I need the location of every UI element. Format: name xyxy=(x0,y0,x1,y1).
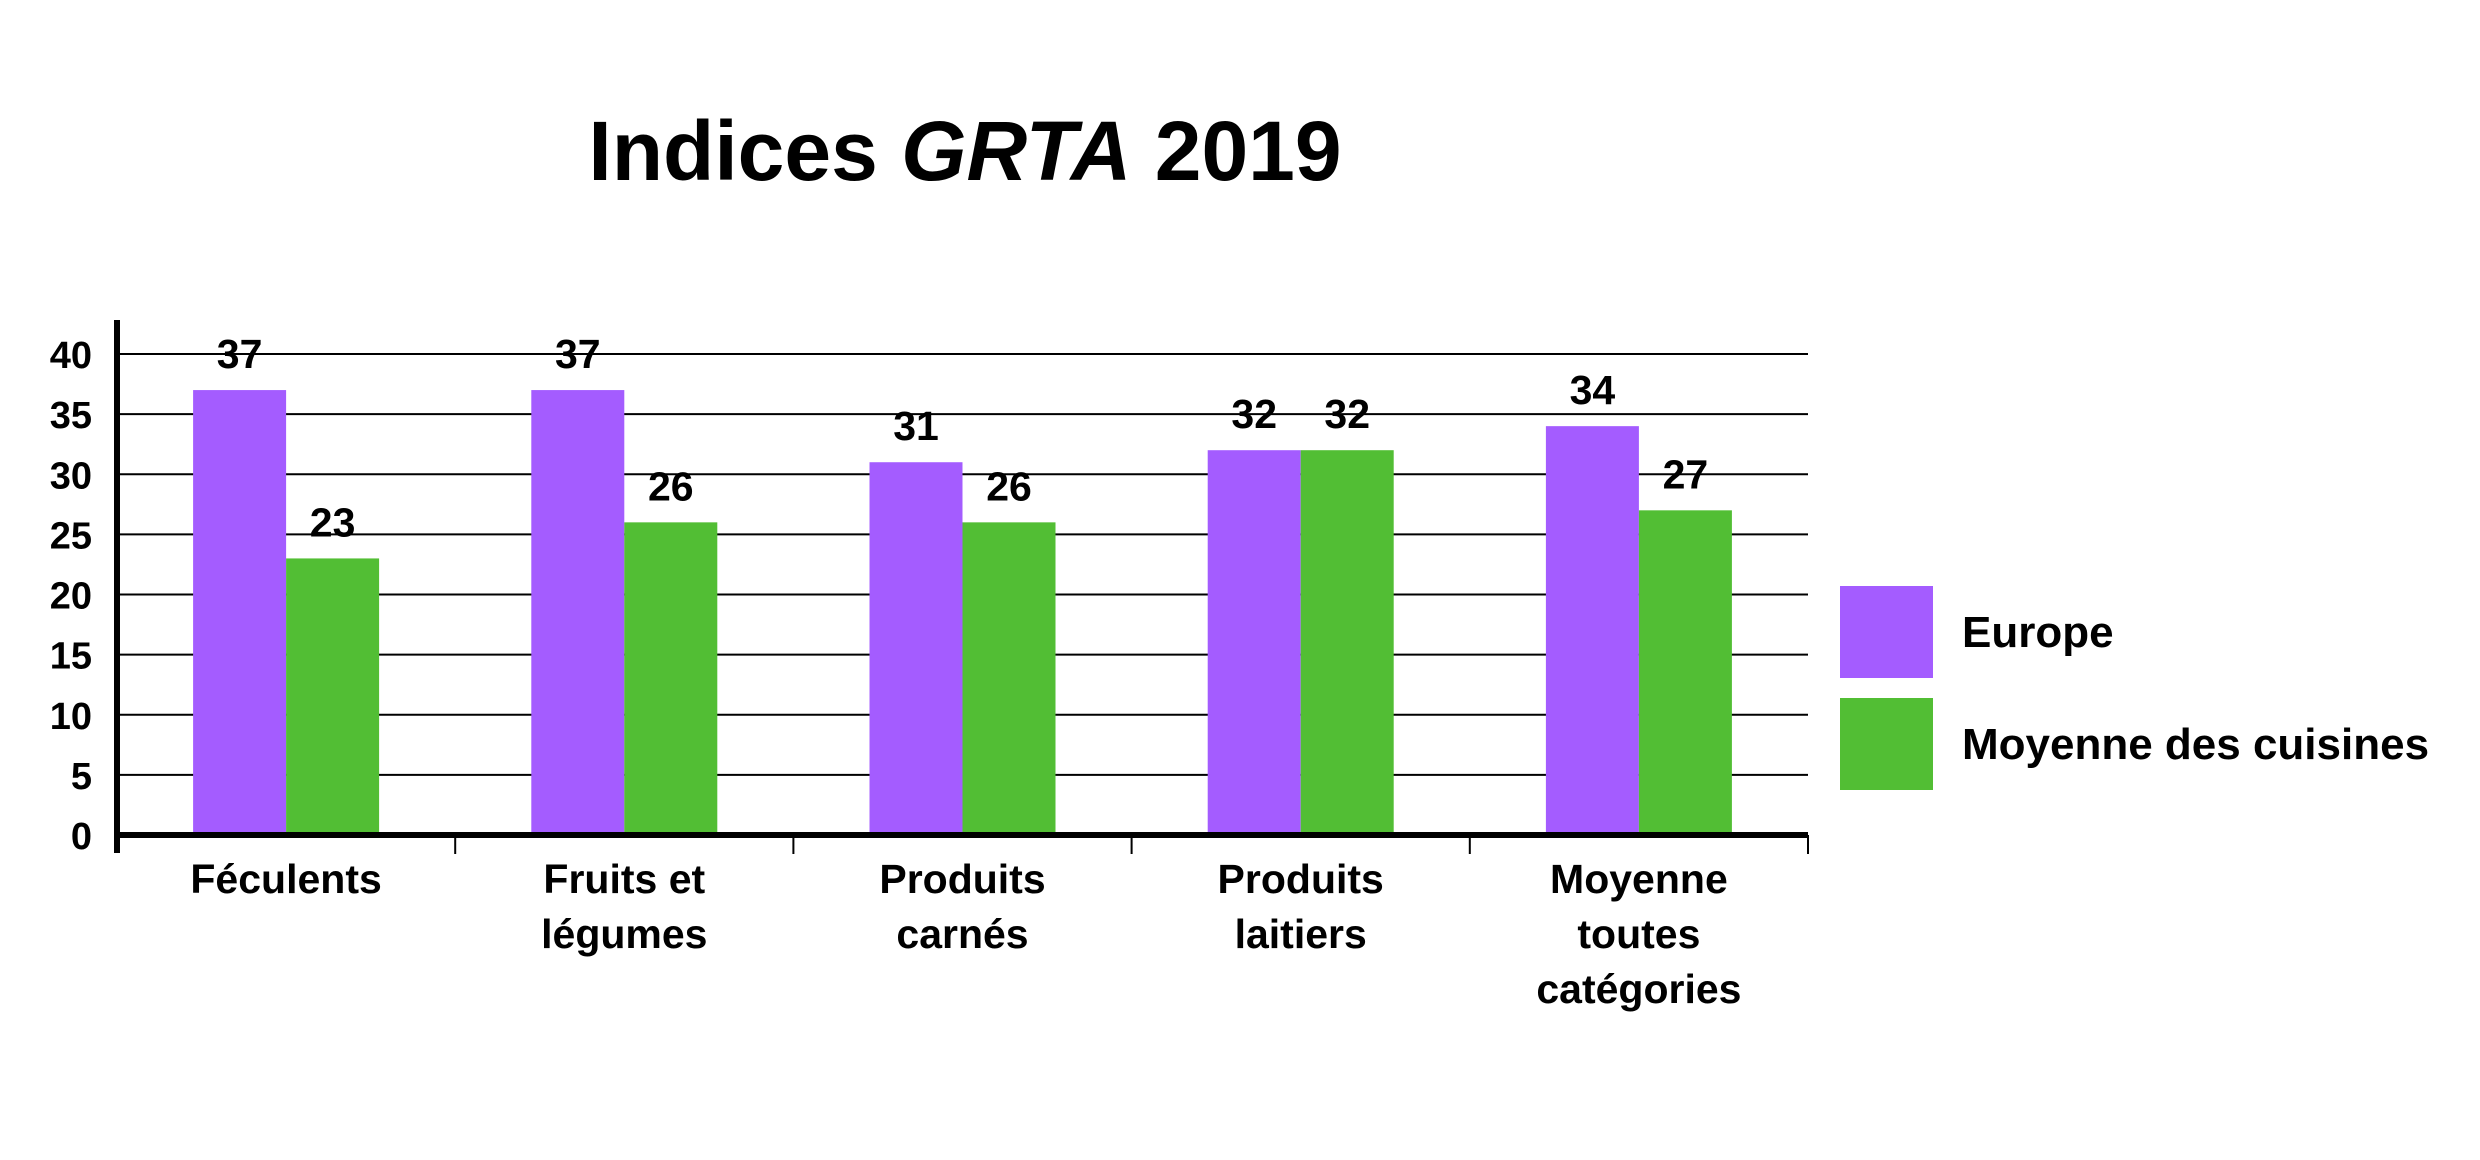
category-label: Produits carnés xyxy=(879,856,1045,957)
data-label: 26 xyxy=(986,463,1032,509)
data-label: 32 xyxy=(1324,391,1370,437)
chart-title-prefix: Indices xyxy=(588,104,901,198)
y-tick-label: 10 xyxy=(50,696,92,738)
y-tick-labels: 0 5 10 15 20 25 30 35 40 xyxy=(50,335,92,858)
legend: Europe Moyenne des cuisines xyxy=(1840,586,2429,790)
bar-moyenne-des-cuisines-produits-laitiers xyxy=(1300,450,1394,835)
data-labels: 37 23 37 26 31 26 32 32 34 27 xyxy=(217,331,1708,545)
y-tick-label: 30 xyxy=(50,455,92,497)
bars xyxy=(193,390,1732,835)
y-tick-label: 0 xyxy=(71,816,92,858)
category-label: Fruits et légumes xyxy=(541,856,707,957)
data-label: 31 xyxy=(893,403,939,449)
chart-title-acronym: GRTA xyxy=(901,104,1131,198)
data-label: 34 xyxy=(1570,367,1616,413)
bar-europe-fruits-et-legumes xyxy=(531,390,625,835)
legend-label-moyenne-des-cuisines: Moyenne des cuisines xyxy=(1962,720,2429,769)
axes xyxy=(114,320,1809,854)
category-label: Moyenne toutes catégories xyxy=(1536,856,1741,1012)
bar-moyenne-des-cuisines-fruits-et-legumes xyxy=(624,522,718,835)
chart-title-year: 2019 xyxy=(1131,104,1341,198)
y-tick-label: 15 xyxy=(50,636,92,678)
bar-moyenne-des-cuisines-moyenne-toutes-categories xyxy=(1638,510,1732,835)
data-label: 37 xyxy=(555,331,601,377)
data-label: 32 xyxy=(1231,391,1277,437)
category-label: Féculents xyxy=(190,856,381,902)
y-tick-label: 25 xyxy=(50,515,92,557)
y-tick-label: 20 xyxy=(50,576,92,618)
category-label: Produits laitiers xyxy=(1218,856,1384,957)
data-label: 26 xyxy=(648,463,694,509)
legend-swatch-moyenne-des-cuisines xyxy=(1840,698,1933,790)
bar-europe-feculents xyxy=(193,390,287,835)
bar-europe-produits-laitiers xyxy=(1207,450,1301,835)
legend-swatch-europe xyxy=(1840,586,1933,678)
bar-europe-moyenne-toutes-categories xyxy=(1545,426,1639,835)
y-tick-label: 35 xyxy=(50,395,92,437)
data-label: 37 xyxy=(217,331,263,377)
category-labels: Féculents Fruits et légumes Produits carnés P… xyxy=(190,856,1741,1012)
data-label: 23 xyxy=(310,499,356,545)
bar-europe-produits-carnes xyxy=(869,462,963,835)
chart-title: Indices GRTA 2019 xyxy=(588,104,1341,198)
bar-moyenne-des-cuisines-produits-carnes xyxy=(962,522,1056,835)
bar-moyenne-des-cuisines-feculents xyxy=(286,558,380,835)
data-label: 27 xyxy=(1663,451,1709,497)
y-tick-label: 40 xyxy=(50,335,92,377)
y-tick-label: 5 xyxy=(71,756,92,798)
legend-label-europe: Europe xyxy=(1962,608,2114,657)
